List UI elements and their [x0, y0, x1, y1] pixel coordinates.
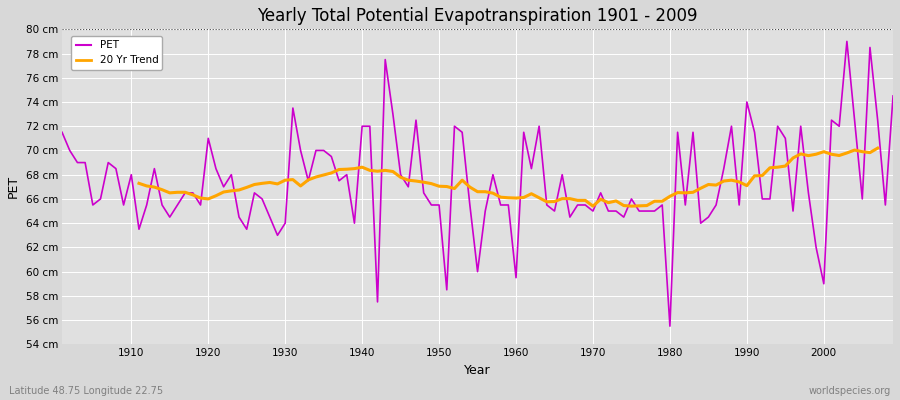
X-axis label: Year: Year — [464, 364, 491, 377]
Legend: PET, 20 Yr Trend: PET, 20 Yr Trend — [71, 36, 162, 70]
Y-axis label: PET: PET — [7, 175, 20, 198]
Title: Yearly Total Potential Evapotranspiration 1901 - 2009: Yearly Total Potential Evapotranspiratio… — [257, 7, 698, 25]
Text: Latitude 48.75 Longitude 22.75: Latitude 48.75 Longitude 22.75 — [9, 386, 163, 396]
Text: worldspecies.org: worldspecies.org — [809, 386, 891, 396]
